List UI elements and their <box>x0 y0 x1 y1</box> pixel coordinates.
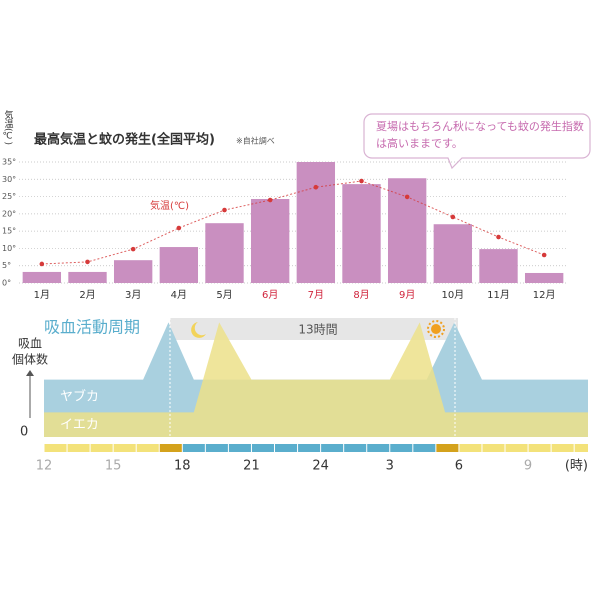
bar <box>342 184 381 283</box>
marker <box>541 252 547 258</box>
area <box>44 322 588 437</box>
timeline-segment <box>182 444 436 452</box>
y-axis-label: 気温(℃) <box>3 109 14 145</box>
sun-rays <box>427 320 445 338</box>
y-tick-label: 10° <box>2 244 16 253</box>
timeline-segment <box>458 444 588 452</box>
bar <box>113 260 153 283</box>
x-tick-label: 3月 <box>125 289 141 301</box>
x-tick-label: 2月 <box>79 289 95 301</box>
duration-bar <box>170 318 458 340</box>
bar <box>205 223 244 283</box>
bar <box>433 224 473 283</box>
x-tick-label: 10月 <box>441 289 464 301</box>
y-axis-label: 吸血 <box>18 337 42 351</box>
x-tick-label: 15 <box>105 459 122 474</box>
marker <box>359 178 364 184</box>
bar <box>68 271 107 283</box>
line-label: 気温(℃) <box>150 199 189 212</box>
x-tick-label: 1月 <box>34 289 50 301</box>
x-tick-label: 7月 <box>308 289 324 301</box>
y-tick-label: 0 <box>20 425 28 440</box>
x-tick-label: 24 <box>312 459 329 474</box>
series-label: ヤブカ <box>60 389 99 405</box>
marker <box>85 259 90 265</box>
y-axis-label: 個体数 <box>12 352 48 367</box>
y-tick-label: 25° <box>2 192 16 201</box>
y-tick-label: 15° <box>2 227 16 236</box>
marker <box>496 234 501 240</box>
timeline-segment <box>44 444 160 452</box>
marker <box>450 214 456 220</box>
marker <box>176 225 182 231</box>
marker <box>313 184 319 190</box>
y-tick-label: 35° <box>2 158 16 167</box>
bar <box>387 178 427 283</box>
timeline-segment <box>435 444 459 452</box>
y-tick-label: 0° <box>2 279 11 288</box>
y-tick-label: 30° <box>2 175 16 184</box>
x-tick-label: 9月 <box>399 289 415 301</box>
x-tick-label: 6月 <box>262 289 278 301</box>
marker <box>130 246 136 252</box>
x-tick-label: 5月 <box>216 289 232 301</box>
arrow-head <box>26 370 34 376</box>
series-label: イエカ <box>60 418 99 433</box>
x-tick-label: 12月 <box>533 289 556 301</box>
marker <box>39 261 45 267</box>
x-unit: (時) <box>565 459 588 474</box>
y-tick-label: 20° <box>2 209 16 218</box>
chart-title: 吸血活動周期 <box>44 318 140 337</box>
marker <box>404 194 410 200</box>
bar <box>479 249 518 283</box>
y-tick-label: 5° <box>2 261 11 270</box>
x-tick-label: 4月 <box>171 289 187 301</box>
line <box>41 180 545 265</box>
bar <box>159 247 199 283</box>
x-tick-label: 18 <box>174 459 191 474</box>
bar <box>22 271 62 283</box>
bar <box>250 198 290 283</box>
x-tick-label: 11月 <box>487 289 510 301</box>
marker <box>222 207 227 213</box>
x-tick-label: 3 <box>386 459 394 474</box>
x-tick-label: 9 <box>524 459 532 474</box>
x-tick-label: 12 <box>36 459 53 474</box>
callout: 夏場はもちろん秋になっても蚊の発生指数は高いままです。 <box>376 120 584 150</box>
x-tick-label: 6 <box>455 459 463 474</box>
bar <box>296 162 336 283</box>
x-tick-label: 21 <box>243 459 260 474</box>
note: ※自社調べ <box>236 136 275 146</box>
duration-label: 13時間 <box>298 323 337 337</box>
callout-box <box>363 113 591 170</box>
bar <box>524 272 564 283</box>
sun-icon <box>431 324 441 334</box>
chart-title: 最高気温と蚊の発生(全国平均) <box>34 132 215 148</box>
moon-icon <box>191 322 206 338</box>
area <box>44 322 588 437</box>
callout-text: 夏場はもちろん秋になっても蚊の発生指数は高いままです。 <box>376 120 584 150</box>
x-tick-label: 8月 <box>353 289 369 301</box>
marker <box>267 197 273 203</box>
timeline-segment <box>159 444 183 452</box>
